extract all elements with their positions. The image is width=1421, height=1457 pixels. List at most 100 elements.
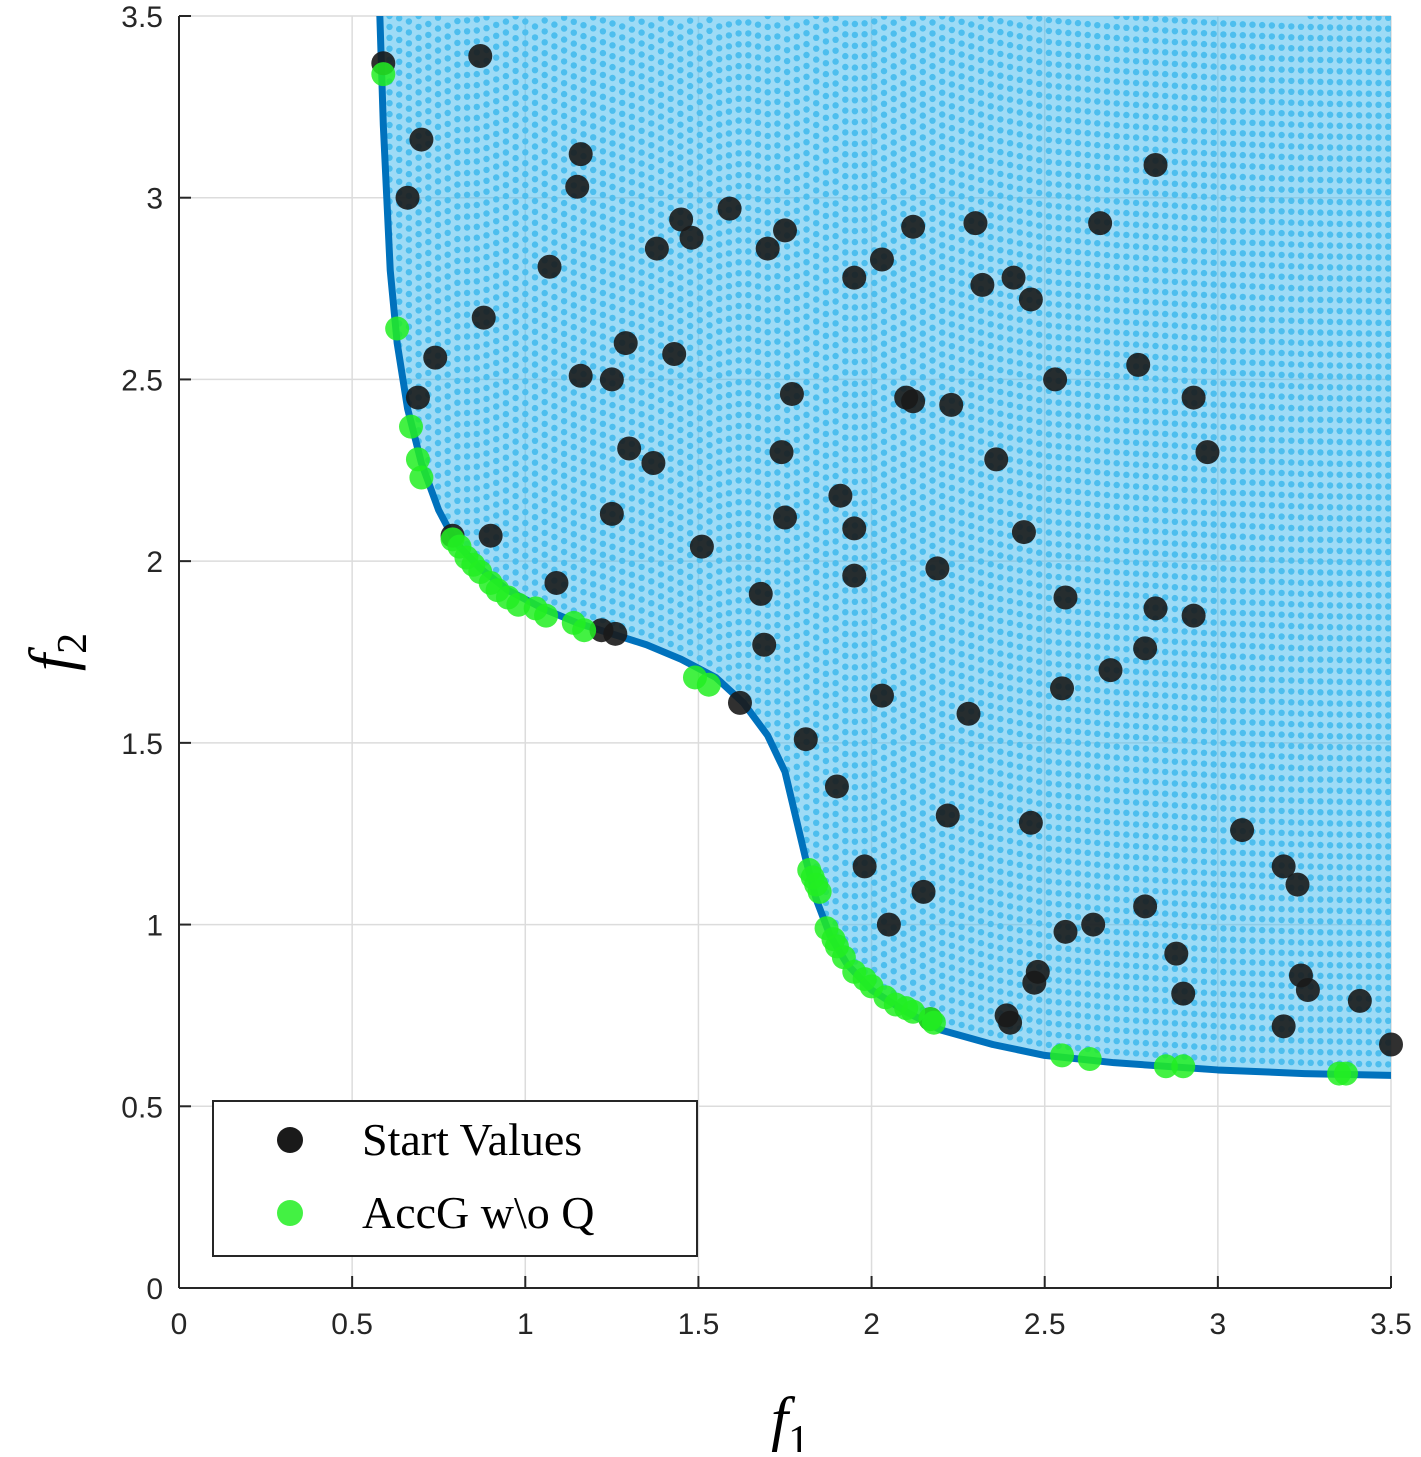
feasible-sample [774, 164, 780, 170]
feasible-sample [735, 226, 741, 232]
feasible-sample [600, 105, 606, 111]
feasible-sample [765, 13, 771, 19]
feasible-sample [997, 432, 1003, 438]
feasible-sample [1055, 748, 1061, 754]
feasible-sample [1065, 1011, 1071, 1017]
feasible-sample [1075, 903, 1081, 909]
feasible-sample [861, 445, 867, 451]
feasible-sample [939, 199, 945, 205]
feasible-sample [600, 148, 606, 154]
feasible-sample [929, 783, 935, 789]
feasible-sample [1055, 225, 1061, 231]
feasible-sample [861, 118, 867, 124]
feasible-sample [813, 536, 819, 542]
feasible-sample [842, 903, 848, 909]
feasible-sample [532, 405, 538, 411]
feasible-sample [697, 284, 703, 290]
feasible-sample [978, 820, 984, 826]
feasible-sample [571, 95, 577, 101]
feasible-sample [803, 19, 809, 25]
feasible-sample [677, 154, 683, 160]
feasible-sample [745, 52, 751, 58]
feasible-sample [774, 120, 780, 126]
feasible-sample [580, 22, 586, 28]
feasible-sample [823, 551, 829, 557]
feasible-sample [891, 521, 897, 527]
feasible-sample [1007, 42, 1013, 48]
feasible-sample [861, 620, 867, 626]
feasible-sample [803, 488, 809, 494]
feasible-sample [542, 83, 548, 89]
feasible-sample [735, 357, 741, 363]
feasible-sample [794, 317, 800, 323]
feasible-sample [968, 817, 974, 823]
feasible-sample [396, 211, 402, 217]
feasible-sample [716, 590, 722, 596]
feasible-sample [464, 104, 470, 110]
feasible-sample [1036, 81, 1042, 87]
feasible-sample [929, 684, 935, 690]
feasible-sample [939, 24, 945, 30]
feasible-sample [483, 439, 489, 445]
feasible-sample [1075, 663, 1081, 669]
feasible-sample [900, 440, 906, 446]
feasible-sample [1046, 431, 1052, 437]
feasible-sample [958, 618, 964, 624]
feasible-sample [803, 706, 809, 712]
feasible-sample [900, 549, 906, 555]
feasible-sample [871, 193, 877, 199]
feasible-sample [910, 282, 916, 288]
feasible-sample [551, 43, 557, 49]
feasible-sample [784, 134, 790, 140]
feasible-sample [512, 79, 518, 85]
feasible-sample [920, 440, 926, 446]
feasible-sample [735, 172, 741, 178]
feasible-sample [706, 486, 712, 492]
feasible-sample [415, 24, 421, 30]
feasible-sample [454, 432, 460, 438]
feasible-sample [871, 18, 877, 24]
feasible-sample [726, 577, 732, 583]
feasible-sample [910, 783, 916, 789]
feasible-sample [765, 133, 771, 139]
feasible-sample [900, 582, 906, 588]
feasible-sample [949, 16, 955, 22]
feasible-sample [765, 198, 771, 204]
feasible-sample [997, 945, 1003, 951]
feasible-sample [968, 348, 974, 354]
feasible-sample [988, 147, 994, 153]
feasible-sample [929, 172, 935, 178]
feasible-sample [1055, 203, 1061, 209]
feasible-sample [716, 503, 722, 509]
feasible-sample [522, 378, 528, 384]
feasible-sample [464, 530, 470, 536]
feasible-sample [726, 588, 732, 594]
feasible-sample [648, 393, 654, 399]
feasible-sample [415, 176, 421, 182]
feasible-sample [852, 228, 858, 234]
feasible-sample [1075, 979, 1081, 985]
feasible-sample [755, 349, 761, 355]
feasible-sample [609, 435, 615, 441]
feasible-sample [425, 337, 431, 343]
feasible-sample [765, 187, 771, 193]
feasible-sample [609, 467, 615, 473]
feasible-sample [958, 106, 964, 112]
feasible-sample [668, 139, 674, 145]
feasible-sample [706, 355, 712, 361]
feasible-sample [813, 841, 819, 847]
feasible-sample [1026, 995, 1032, 1001]
feasible-sample [949, 648, 955, 654]
feasible-sample [900, 985, 906, 991]
feasible-sample [774, 589, 780, 595]
feasible-sample [1065, 411, 1071, 417]
feasible-sample [580, 393, 586, 399]
feasible-sample [774, 698, 780, 704]
feasible-sample [658, 495, 664, 501]
feasible-sample [949, 223, 955, 229]
feasible-sample [871, 574, 877, 580]
feasible-sample [910, 445, 916, 451]
feasible-sample [706, 279, 712, 285]
feasible-sample [891, 238, 897, 244]
feasible-sample [638, 564, 644, 570]
